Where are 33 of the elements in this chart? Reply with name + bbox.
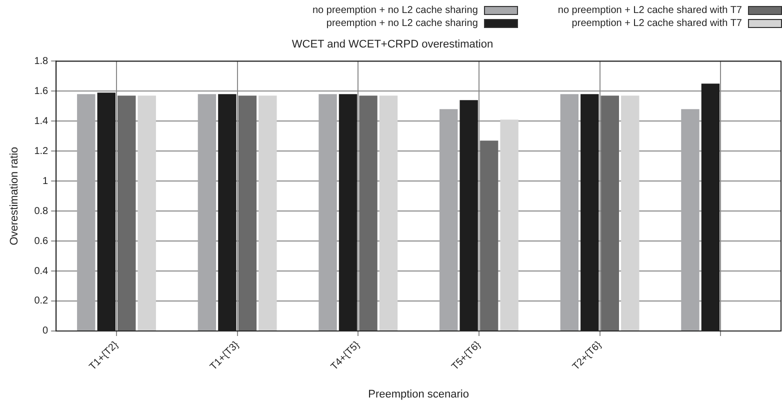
- y-tick-label: 0.6: [34, 236, 49, 247]
- legend-label: no preemption + L2 cache shared with T7: [558, 4, 742, 16]
- bar: [359, 96, 378, 330]
- legend-label: no preemption + no L2 cache sharing: [312, 4, 478, 16]
- y-tick-label: 0: [42, 326, 49, 337]
- legend-label: preemption + no L2 cache sharing: [326, 18, 478, 28]
- chart-title: WCET and WCET+CRPD overestimation: [292, 38, 494, 51]
- y-tick-label: 1.4: [34, 116, 49, 127]
- bar: [439, 109, 458, 330]
- y-tick-label: 0.4: [34, 266, 49, 277]
- bar: [77, 94, 96, 330]
- bar: [560, 94, 579, 330]
- y-tick-label: 0.2: [34, 296, 49, 307]
- bar: [118, 96, 136, 330]
- bar: [318, 94, 337, 330]
- bar: [238, 96, 257, 330]
- bar: [258, 96, 277, 330]
- x-axis-title: Preemption scenario: [368, 388, 469, 400]
- bar: [480, 140, 498, 330]
- y-tick-label: 1.6: [34, 86, 49, 97]
- y-tick-label: 1.8: [34, 56, 49, 67]
- legend-label: preemption + L2 cache shared with T7: [572, 18, 742, 28]
- y-tick-label: 1: [42, 176, 49, 187]
- bar: [138, 96, 156, 330]
- bar: [198, 94, 216, 330]
- y-axis-title: Overestimation ratio: [8, 146, 21, 246]
- y-tick-label: 0.8: [34, 206, 49, 217]
- bar: [379, 96, 398, 330]
- bar: [621, 96, 640, 330]
- y-tick-label: 1.2: [34, 146, 49, 157]
- bar: [681, 109, 700, 330]
- bar: [600, 96, 619, 330]
- bar: [500, 120, 518, 330]
